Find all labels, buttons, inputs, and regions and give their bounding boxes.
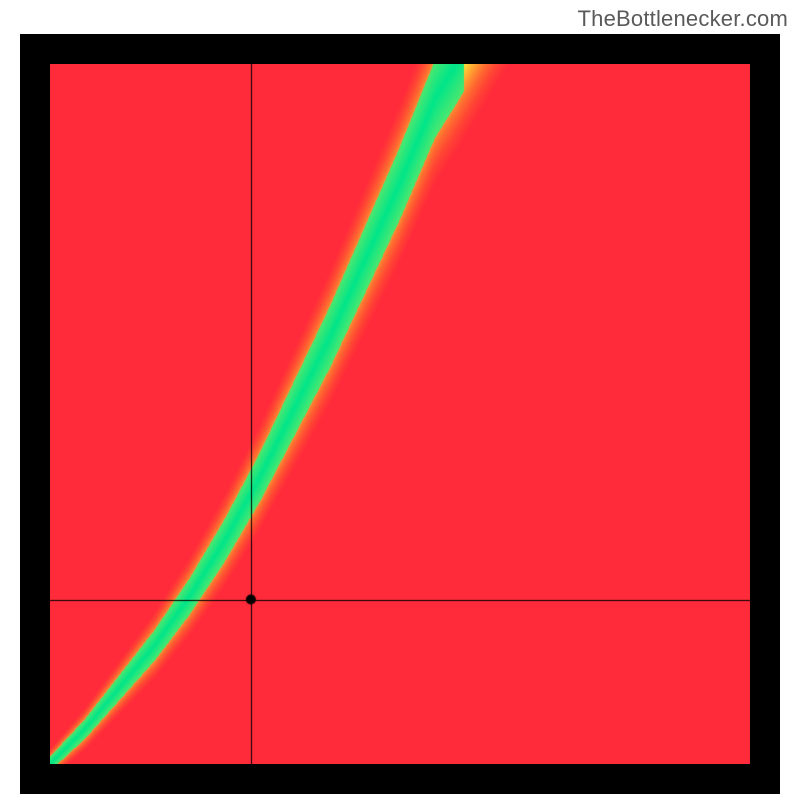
page-root: TheBottlenecker.com (0, 0, 800, 800)
watermark-text: TheBottlenecker.com (578, 6, 788, 32)
bottleneck-heatmap (50, 64, 750, 764)
heatmap-outer-frame (20, 34, 780, 794)
